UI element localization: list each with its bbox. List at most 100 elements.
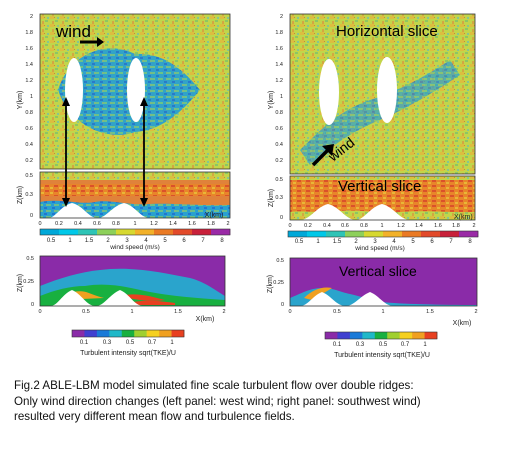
wind-colorbar-swatch — [345, 231, 365, 237]
tke-colorbar-swatch — [84, 330, 98, 337]
colorbar-tick: 0.7 — [148, 340, 157, 346]
left-x-axis: 0 0.2 0.4 0.6 0.8 1 1.2 1.4 1.6 1.8 2 X(… — [38, 212, 229, 227]
wind-colorbar-swatch — [402, 231, 422, 237]
tke-colorbar-swatch — [349, 332, 363, 339]
z-axis-label: Z(km) — [17, 186, 24, 204]
right-tke-panel: Vertical slice 0.5 0.25 0 Z(km) 0 0.5 1 … — [267, 257, 478, 327]
x-axis-label: X(km) — [196, 316, 215, 323]
colorbar-tick: 5 — [411, 239, 415, 245]
tke-colorbar-swatch-border — [71, 329, 185, 338]
wind-colorbar-swatch — [459, 231, 479, 237]
x-tick: 2 — [226, 221, 229, 227]
tke-colorbar-swatch — [399, 332, 413, 339]
right-y-axis-top: 2 1.8 1.6 1.4 1.2 1 0.8 0.6 0.4 0.2 Y(km… — [268, 14, 283, 164]
wind-colorbar-swatch — [154, 229, 174, 235]
y-tick: 2 — [280, 14, 283, 20]
wind-colorbar-right: wind speed (m/s) 0.5 1 1.5 2 3 4 5 6 7 8 — [287, 230, 479, 252]
colorbar-tick: 1.5 — [333, 239, 342, 245]
y-tick: 0.2 — [275, 158, 283, 164]
wind-colorbar-swatch — [440, 231, 460, 237]
y-tick: 1 — [30, 94, 33, 100]
y-tick: 0.4 — [275, 142, 283, 148]
x-tick: 0.5 — [333, 309, 341, 315]
x-tick: 0 — [288, 223, 291, 229]
wind-colorbar-left: wind speed (m/s) 0.5 1 1.5 2 3 4 5 6 7 8 — [39, 228, 231, 251]
x-tick: 2 — [472, 223, 475, 229]
colorbar-label: Turbulent intensity sqrt(TKE)/U — [80, 350, 176, 357]
x-tick: 1 — [380, 223, 383, 229]
colorbar-tick: 6 — [182, 238, 186, 244]
x-tick: 0 — [38, 309, 41, 315]
x-tick: 1.2 — [150, 221, 158, 227]
colorbar-tick: 6 — [430, 239, 434, 245]
caption-line: resulted very different mean flow and tu… — [14, 410, 295, 423]
x-tick: 1.4 — [169, 221, 177, 227]
colorbar-tick: 8 — [220, 238, 224, 244]
x-tick: 0.6 — [93, 221, 101, 227]
wind-colorbar-swatch — [326, 231, 346, 237]
colorbar-tick: 0.7 — [401, 342, 410, 348]
z-tick: 0.5 — [25, 173, 33, 179]
colorbar-tick: 3 — [373, 239, 377, 245]
wind-colorbar-swatch — [211, 229, 231, 235]
y-axis-label: Y(km) — [17, 91, 24, 110]
left-horizontal-slice: wind — [39, 13, 231, 170]
wind-colorbar-swatch — [97, 229, 117, 235]
colorbar-tick: 0.1 — [80, 340, 89, 346]
y-tick: 1.2 — [25, 78, 33, 84]
x-axis-label: X(km) — [205, 212, 224, 219]
x-tick: 1 — [381, 309, 384, 315]
y-tick: 0.6 — [275, 126, 283, 132]
wind-colorbar-swatch — [383, 231, 403, 237]
tke-colorbar-left: 0.1 0.3 0.5 0.7 1 Turbulent intensity sq… — [71, 329, 185, 357]
right-horizontal-slice: Horizontal slice wind — [289, 13, 476, 175]
y-tick: 1.4 — [275, 62, 283, 68]
z-tick: 0 — [280, 215, 283, 221]
y-axis-label: Y(km) — [268, 91, 275, 110]
wind-colorbar-swatch — [421, 231, 441, 237]
vertical-slice-label: Vertical slice — [338, 178, 421, 195]
x-tick: 1.8 — [207, 221, 215, 227]
tke-colorbar-swatch — [171, 330, 185, 337]
colorbar-tick: 8 — [468, 239, 472, 245]
z-axis-label: Z(km) — [17, 274, 24, 292]
left-tke-panel: 0.5 0.25 0 Z(km) 0 0.5 1 1.5 2 X(km) — [17, 255, 226, 323]
colorbar-tick: 1 — [170, 340, 174, 346]
wind-colorbar-swatch — [288, 231, 308, 237]
x-tick: 1.5 — [426, 309, 434, 315]
ridge-2-outline — [127, 58, 145, 122]
double-ridge-terrain — [300, 292, 394, 306]
ridge-2-outline — [377, 57, 397, 123]
colorbar-tick: 2 — [106, 238, 110, 244]
z-tick: 0 — [31, 302, 34, 308]
tke-colorbar-swatch — [109, 330, 123, 337]
z-tick: 0.3 — [275, 195, 283, 201]
caption-line: Fig.2 ABLE-LBM model simulated fine scal… — [14, 379, 414, 392]
colorbar-tick: 0.3 — [103, 340, 112, 346]
colorbar-tick: 0.5 — [47, 238, 56, 244]
x-axis-label: X(km) — [453, 320, 472, 327]
tke-colorbar-swatch — [325, 332, 338, 339]
colorbar-tick: 4 — [144, 238, 148, 244]
colorbar-tick: 0.1 — [333, 342, 342, 348]
figure-caption: Fig.2 ABLE-LBM model simulated fine scal… — [14, 378, 514, 425]
colorbar-label: wind speed (m/s) — [354, 245, 405, 252]
wind-colorbar-swatch — [135, 229, 155, 235]
colorbar-tick: 1 — [68, 238, 72, 244]
left-vertical-slice — [39, 171, 231, 219]
tke-colorbar-swatch — [121, 330, 135, 337]
ridge-1-outline — [319, 59, 339, 125]
y-tick: 1.4 — [25, 62, 33, 68]
x-tick: 1.6 — [188, 221, 196, 227]
colorbar-tick: 1.5 — [85, 238, 94, 244]
x-tick: 1.4 — [415, 223, 423, 229]
southwest-wind-arrow-icon — [311, 144, 334, 167]
z-tick: 0.25 — [23, 279, 34, 285]
colorbar-tick: 0.5 — [126, 340, 135, 346]
x-tick: 0 — [288, 309, 291, 315]
tke-colorbar-swatch — [362, 332, 376, 339]
tke-colorbar-swatch — [412, 332, 425, 339]
ridge-1-outline — [65, 58, 83, 122]
tke-colorbar-swatch — [146, 330, 160, 337]
y-tick: 1.2 — [275, 78, 283, 84]
